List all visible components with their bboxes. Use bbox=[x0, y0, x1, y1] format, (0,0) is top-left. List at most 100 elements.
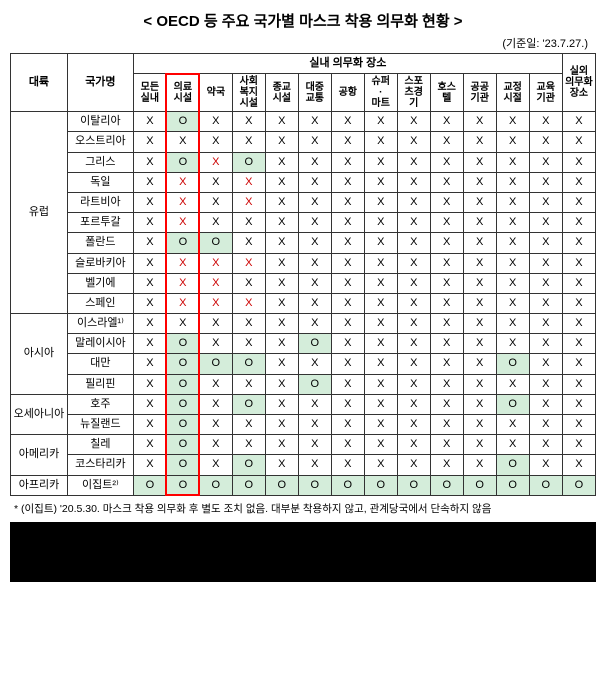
value-cell: X bbox=[331, 132, 364, 152]
value-cell: X bbox=[265, 415, 298, 435]
value-cell: X bbox=[133, 334, 166, 354]
value-cell: X bbox=[199, 394, 232, 414]
table-row: 아시아이스라엘¹⁾XXXXXXXXXXXXXX bbox=[11, 314, 596, 334]
value-cell: X bbox=[199, 192, 232, 212]
value-cell: X bbox=[463, 455, 496, 475]
value-cell: X bbox=[199, 415, 232, 435]
value-cell: X bbox=[265, 273, 298, 293]
value-cell: X bbox=[430, 435, 463, 455]
value-cell: X bbox=[529, 334, 562, 354]
value-cell: X bbox=[562, 112, 595, 132]
header-continent: 대륙 bbox=[11, 54, 68, 112]
value-cell: X bbox=[430, 314, 463, 334]
value-cell: X bbox=[496, 273, 529, 293]
value-cell: X bbox=[529, 273, 562, 293]
table-wrapper: 대륙 국가명 실내 의무화 장소 실외의무화장소 모든실내의료시설약국사회복지시… bbox=[10, 53, 596, 496]
value-cell: X bbox=[133, 314, 166, 334]
value-cell: X bbox=[496, 435, 529, 455]
value-cell: X bbox=[298, 233, 331, 253]
country-cell: 슬로바키아 bbox=[67, 253, 133, 273]
value-cell: X bbox=[430, 394, 463, 414]
value-cell: X bbox=[166, 293, 199, 313]
value-cell: O bbox=[199, 354, 232, 374]
value-cell: X bbox=[364, 253, 397, 273]
value-cell: X bbox=[298, 253, 331, 273]
value-cell: O bbox=[166, 415, 199, 435]
country-cell: 칠레 bbox=[67, 435, 133, 455]
table-row: 아프리카이집트²⁾OOOOOOOOOOOOOO bbox=[11, 475, 596, 495]
value-cell: X bbox=[199, 455, 232, 475]
country-cell: 폴란드 bbox=[67, 233, 133, 253]
value-cell: O bbox=[529, 475, 562, 495]
value-cell: O bbox=[166, 354, 199, 374]
value-cell: X bbox=[430, 273, 463, 293]
country-cell: 이스라엘¹⁾ bbox=[67, 314, 133, 334]
value-cell: X bbox=[298, 293, 331, 313]
value-cell: X bbox=[265, 192, 298, 212]
table-row: 말레이시아XOXXXOXXXXXXXX bbox=[11, 334, 596, 354]
table-row: 포르투갈XXXXXXXXXXXXXX bbox=[11, 213, 596, 233]
value-cell: X bbox=[364, 435, 397, 455]
header-place-4: 종교시설 bbox=[265, 74, 298, 112]
value-cell: X bbox=[133, 293, 166, 313]
value-cell: X bbox=[430, 415, 463, 435]
value-cell: X bbox=[562, 435, 595, 455]
value-cell: X bbox=[298, 192, 331, 212]
value-cell: X bbox=[496, 233, 529, 253]
value-cell: X bbox=[496, 253, 529, 273]
value-cell: X bbox=[463, 334, 496, 354]
value-cell: X bbox=[529, 455, 562, 475]
value-cell: X bbox=[166, 213, 199, 233]
country-cell: 라트비아 bbox=[67, 192, 133, 212]
value-cell: O bbox=[166, 455, 199, 475]
value-cell: X bbox=[397, 152, 430, 172]
continent-cell: 아시아 bbox=[11, 314, 68, 395]
table-row: 뉴질랜드XOXXXXXXXXXXXX bbox=[11, 415, 596, 435]
value-cell: X bbox=[232, 172, 265, 192]
mask-mandate-table: 대륙 국가명 실내 의무화 장소 실외의무화장소 모든실내의료시설약국사회복지시… bbox=[10, 53, 596, 496]
value-cell: X bbox=[463, 293, 496, 313]
value-cell: X bbox=[463, 152, 496, 172]
value-cell: X bbox=[232, 415, 265, 435]
value-cell: O bbox=[298, 475, 331, 495]
value-cell: X bbox=[562, 293, 595, 313]
value-cell: X bbox=[133, 112, 166, 132]
value-cell: X bbox=[529, 374, 562, 394]
value-cell: X bbox=[133, 455, 166, 475]
value-cell: X bbox=[430, 152, 463, 172]
value-cell: X bbox=[133, 374, 166, 394]
value-cell: X bbox=[331, 354, 364, 374]
value-cell: X bbox=[331, 374, 364, 394]
value-cell: O bbox=[232, 354, 265, 374]
table-row: 독일XXXXXXXXXXXXXX bbox=[11, 172, 596, 192]
value-cell: X bbox=[331, 172, 364, 192]
value-cell: X bbox=[397, 455, 430, 475]
value-cell: X bbox=[562, 273, 595, 293]
value-cell: X bbox=[265, 354, 298, 374]
value-cell: X bbox=[430, 455, 463, 475]
value-cell: O bbox=[298, 334, 331, 354]
value-cell: X bbox=[265, 394, 298, 414]
value-cell: X bbox=[199, 334, 232, 354]
header-place-11: 교정시절 bbox=[496, 74, 529, 112]
value-cell: X bbox=[298, 213, 331, 233]
header-place-1: 의료시설 bbox=[166, 74, 199, 112]
value-cell: O bbox=[232, 394, 265, 414]
value-cell: X bbox=[397, 112, 430, 132]
value-cell: X bbox=[364, 394, 397, 414]
value-cell: O bbox=[166, 394, 199, 414]
value-cell: X bbox=[562, 132, 595, 152]
value-cell: X bbox=[133, 192, 166, 212]
value-cell: X bbox=[298, 273, 331, 293]
country-cell: 필리핀 bbox=[67, 374, 133, 394]
value-cell: X bbox=[397, 213, 430, 233]
value-cell: X bbox=[529, 213, 562, 233]
value-cell: X bbox=[463, 233, 496, 253]
value-cell: X bbox=[133, 415, 166, 435]
value-cell: X bbox=[331, 455, 364, 475]
value-cell: X bbox=[133, 253, 166, 273]
value-cell: X bbox=[364, 132, 397, 152]
header-place-10: 공공기관 bbox=[463, 74, 496, 112]
value-cell: X bbox=[364, 192, 397, 212]
value-cell: X bbox=[562, 354, 595, 374]
